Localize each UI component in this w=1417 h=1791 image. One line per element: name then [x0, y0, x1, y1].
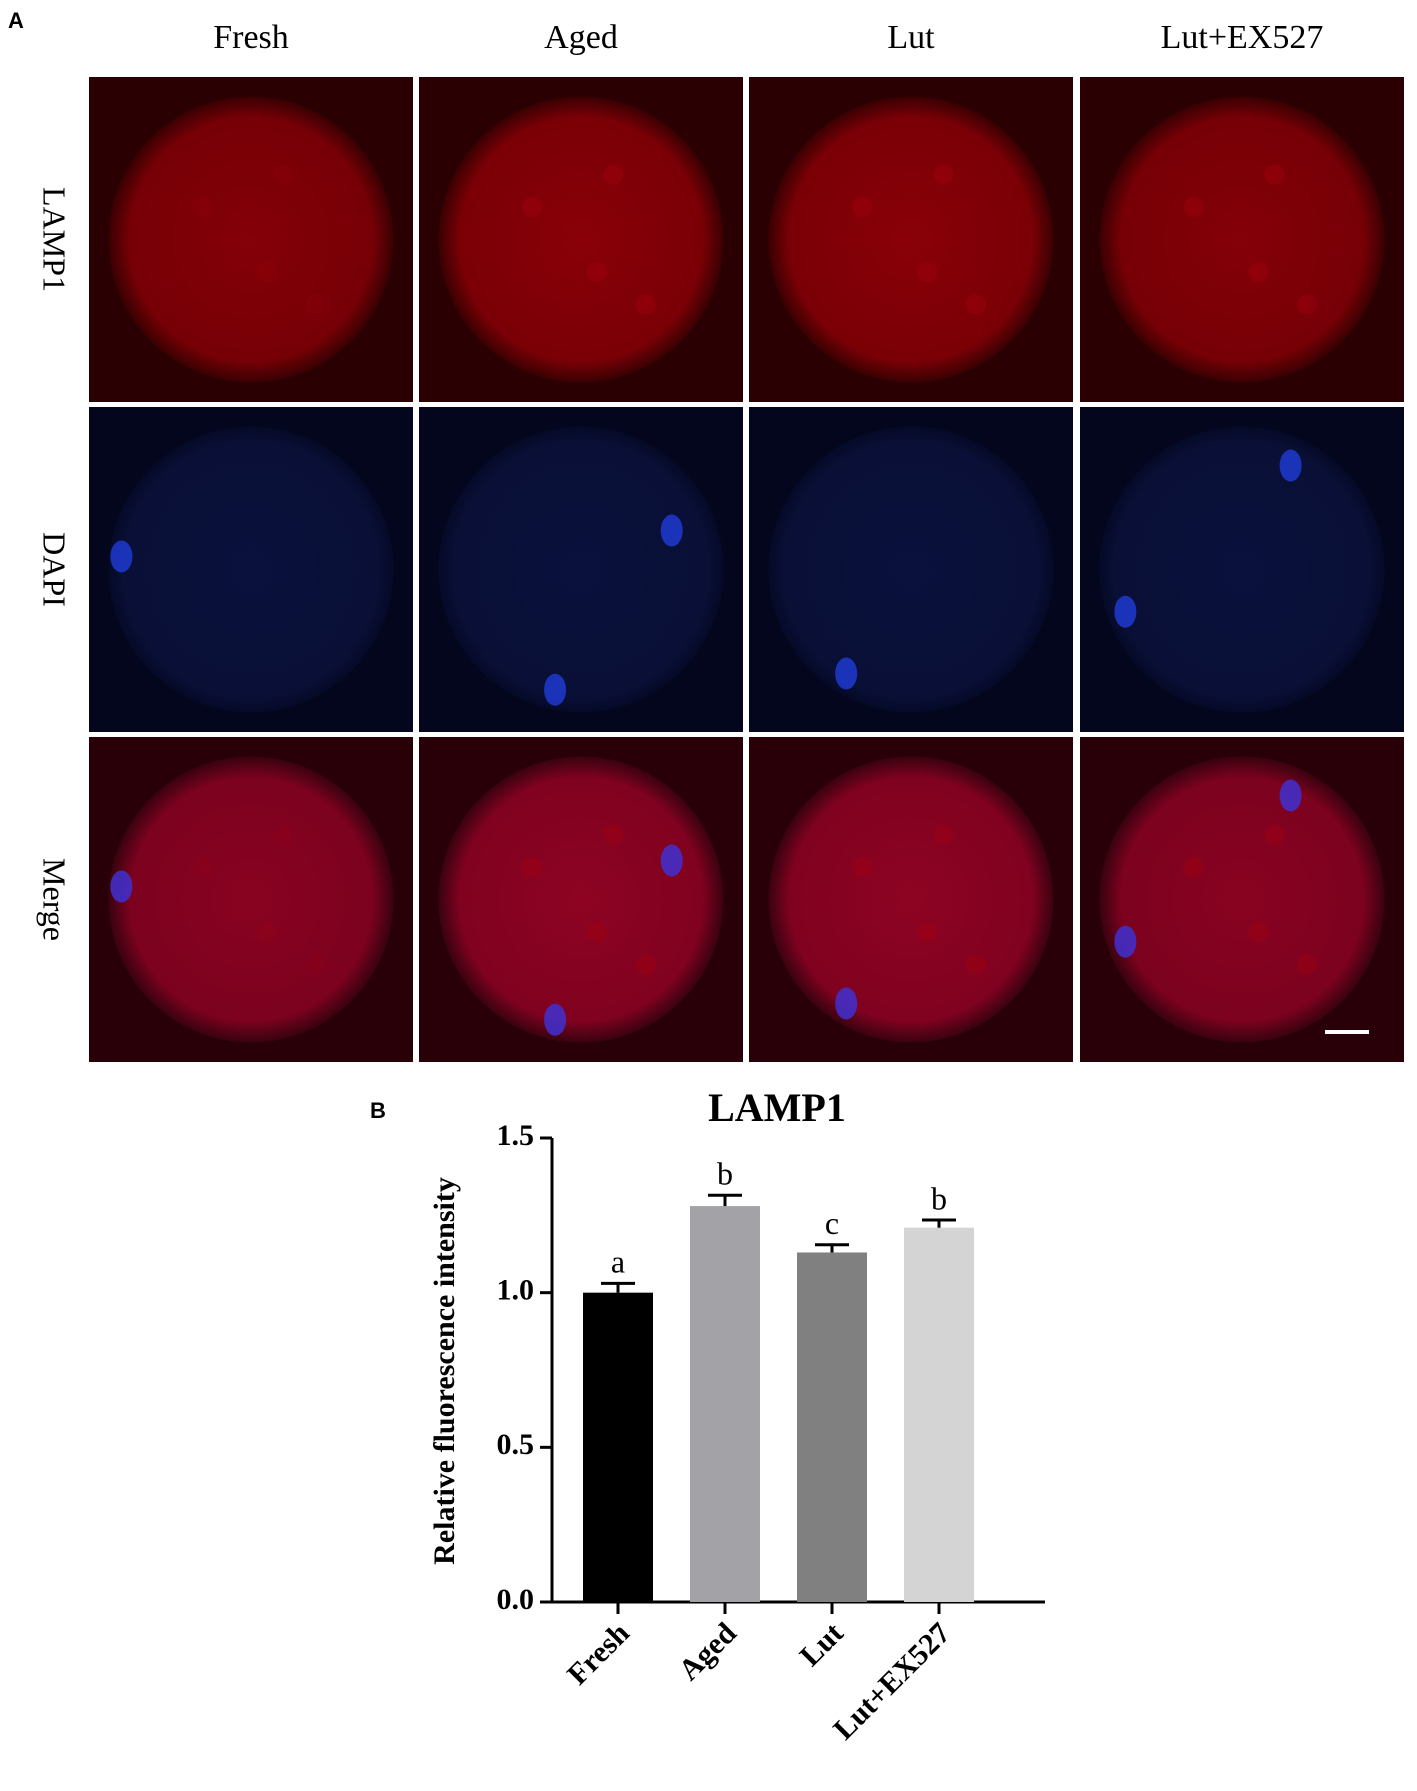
vesicle	[257, 262, 278, 282]
vesicle	[257, 922, 278, 942]
nucleus	[660, 514, 683, 547]
y-tick-label: 1.0	[497, 1274, 535, 1307]
vesicle	[522, 197, 543, 217]
vesicle	[192, 857, 213, 877]
vesicle	[273, 824, 294, 845]
column-label: Lut+EX527	[1161, 19, 1324, 56]
vesicle	[603, 824, 624, 845]
x-tick-label: Aged	[672, 1616, 743, 1687]
nucleus	[1114, 925, 1137, 958]
oocyte	[768, 426, 1054, 713]
vesicle	[965, 294, 986, 315]
oocyte	[1099, 426, 1385, 713]
oocyte	[108, 96, 394, 383]
significance-letter: b	[931, 1180, 947, 1216]
oocyte	[108, 426, 394, 713]
significance-letter: b	[717, 1156, 733, 1192]
oocyte	[1099, 96, 1385, 383]
oocyte	[768, 96, 1054, 383]
bar	[690, 1206, 760, 1602]
y-tick-label: 1.5	[497, 1119, 535, 1152]
nucleus	[110, 870, 133, 903]
vesicle	[635, 294, 656, 315]
vesicle	[1248, 922, 1269, 942]
nucleus	[835, 987, 858, 1020]
vesicle	[933, 164, 954, 185]
vesicle	[603, 164, 624, 185]
nucleus	[544, 1003, 567, 1036]
vesicle	[1296, 294, 1317, 315]
vesicle	[1183, 197, 1204, 217]
x-tick-label: Lut	[793, 1616, 849, 1672]
vesicle	[1264, 164, 1285, 185]
vesicle	[917, 262, 938, 282]
vesicle	[965, 954, 986, 975]
column-label: Aged	[544, 19, 618, 56]
vesicle	[933, 824, 954, 845]
significance-letter: c	[825, 1205, 839, 1241]
nucleus	[1279, 449, 1302, 482]
x-tick-label: Lut+EX527	[827, 1616, 957, 1746]
vesicle	[192, 197, 213, 217]
x-tick-label: Fresh	[561, 1616, 636, 1691]
vesicle	[1264, 824, 1285, 845]
panel-label: B	[370, 1098, 386, 1123]
oocyte	[1099, 756, 1385, 1043]
vesicle	[852, 857, 873, 877]
nucleus	[1114, 595, 1137, 628]
column-label: Fresh	[213, 19, 289, 56]
vesicle	[852, 197, 873, 217]
row-label: Merge	[37, 858, 73, 941]
scale-bar	[1325, 1030, 1369, 1034]
chart-title: LAMP1	[708, 1085, 846, 1130]
y-tick-label: 0.5	[497, 1428, 535, 1461]
nucleus	[544, 673, 567, 706]
oocyte	[108, 756, 394, 1043]
vesicle	[305, 294, 326, 315]
y-axis-label: Relative fluorescence intensity	[428, 1177, 461, 1565]
vesicle	[635, 954, 656, 975]
row-label: LAMP1	[37, 187, 73, 292]
vesicle	[587, 262, 608, 282]
bar	[904, 1227, 974, 1602]
panel-label: A	[8, 8, 24, 33]
vesicle	[1296, 954, 1317, 975]
row-label: DAPI	[37, 532, 73, 607]
vesicle	[587, 922, 608, 942]
vesicle	[917, 922, 938, 942]
oocyte	[438, 426, 724, 713]
y-tick-label: 0.0	[497, 1583, 535, 1616]
bar	[797, 1252, 867, 1602]
oocyte	[768, 756, 1054, 1043]
nucleus	[660, 844, 683, 877]
nucleus	[110, 540, 133, 573]
bar	[583, 1292, 653, 1602]
vesicle	[273, 164, 294, 185]
oocyte	[438, 96, 724, 383]
vesicle	[1183, 857, 1204, 877]
significance-letter: a	[611, 1244, 625, 1280]
vesicle	[305, 954, 326, 975]
column-label: Lut	[887, 19, 935, 56]
nucleus	[1279, 779, 1302, 812]
nucleus	[835, 657, 858, 690]
oocyte	[438, 756, 724, 1043]
vesicle	[522, 857, 543, 877]
vesicle	[1248, 262, 1269, 282]
